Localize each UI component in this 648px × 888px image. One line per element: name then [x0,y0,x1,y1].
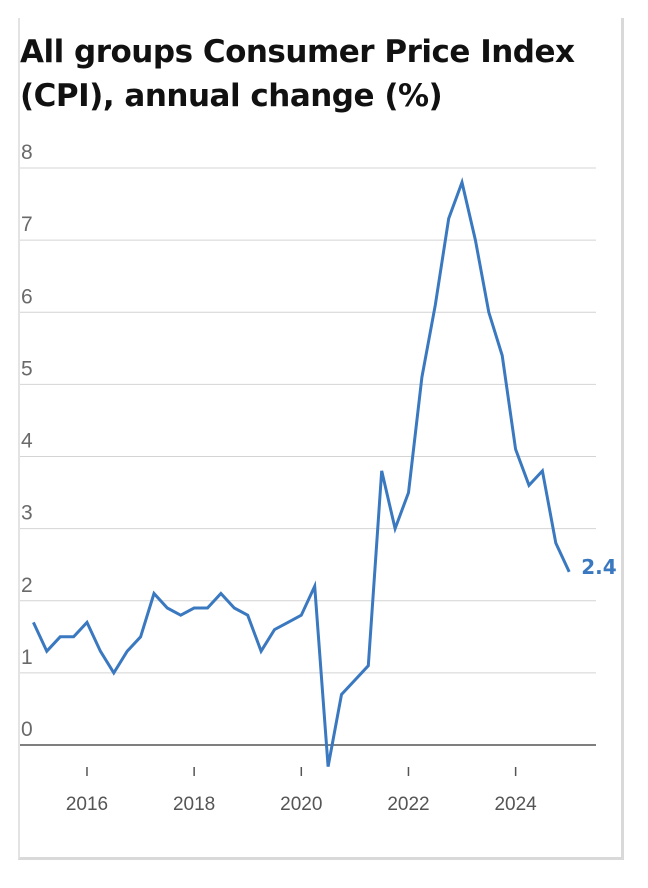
y-tick-label-0: 0 [21,718,33,741]
y-tick-label-5: 5 [21,357,33,380]
x-axis-ticks: 2016 2018 2020 2022 2024 [66,767,537,815]
data-point-3 [72,635,76,639]
data-point-25 [366,664,370,668]
data-point-29 [420,375,424,379]
data-point-32 [460,180,464,184]
data-point-14 [219,592,223,596]
data-point-8 [139,635,143,639]
data-point-9 [152,592,156,596]
series-group: 2.4 [32,177,617,767]
chart-title: All groups Consumer Price Index (CPI), a… [20,34,575,114]
data-point-38 [540,469,544,473]
y-tick-label-1: 1 [21,646,33,669]
data-point-2 [58,635,62,639]
data-point-18 [273,628,277,632]
data-point-36 [514,447,518,451]
data-point-28 [406,491,410,495]
data-point-22 [326,765,330,769]
data-point-19 [286,620,290,624]
x-tick-label-2024: 2024 [494,794,537,815]
data-point-35 [500,354,504,358]
x-tick-label-2020: 2020 [280,794,322,815]
data-point-1 [45,649,49,653]
data-point-13 [206,606,210,610]
y-axis-ticks: 0 1 2 3 4 5 6 7 8 [21,141,33,741]
data-point-20 [299,613,303,617]
data-point-31 [447,216,451,220]
data-point-7 [125,649,129,653]
x-tick-label-2018: 2018 [173,794,215,815]
y-tick-label-7: 7 [21,213,33,236]
data-point-23 [339,693,343,697]
data-point-33 [473,238,477,242]
end-value-label: 2.4 [581,555,616,579]
gridlines [20,167,596,746]
y-tick-label-3: 3 [21,502,33,525]
data-point-27 [393,527,397,531]
chart-frame [18,18,624,860]
x-tick-label-2016: 2016 [66,794,108,815]
x-tick-label-2022: 2022 [387,794,429,815]
data-point-21 [313,584,317,588]
data-point-17 [259,649,263,653]
data-point-16 [246,613,250,617]
series-line-0 [32,177,571,767]
data-point-37 [527,483,531,487]
data-point-15 [232,606,236,610]
y-tick-label-8: 8 [21,141,33,164]
data-point-39 [554,541,558,545]
data-point-34 [487,310,491,314]
data-point-30 [433,303,437,307]
data-point-24 [353,678,357,682]
data-point-12 [192,606,196,610]
y-tick-label-4: 4 [21,430,33,453]
data-point-4 [85,620,89,624]
data-point-5 [98,649,102,653]
data-point-6 [112,671,116,675]
data-point-26 [380,469,384,473]
y-tick-label-2: 2 [21,574,33,597]
y-tick-label-6: 6 [21,285,33,308]
data-points [31,180,571,768]
data-point-40 [567,570,571,574]
data-point-0 [31,620,35,624]
data-point-11 [179,613,183,617]
data-point-10 [165,606,169,610]
